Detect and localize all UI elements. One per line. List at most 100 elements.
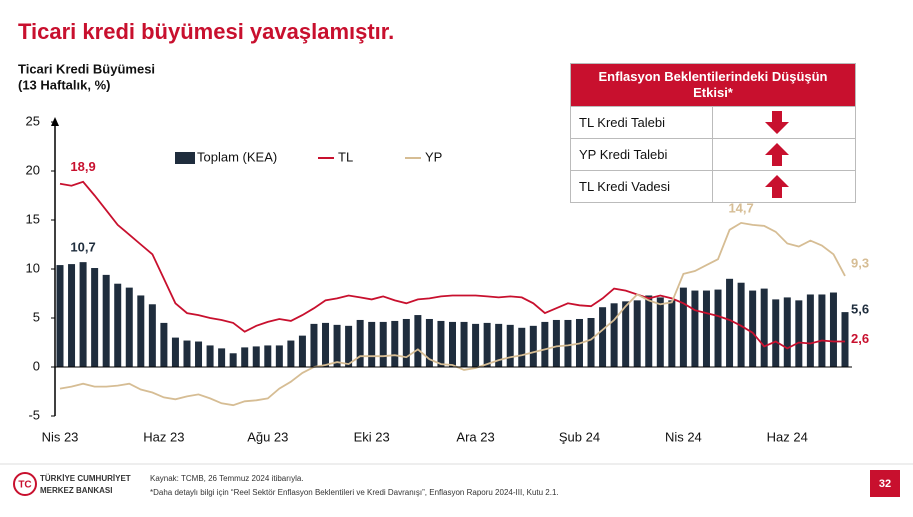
bar — [610, 303, 618, 367]
bar — [449, 321, 456, 367]
bar — [622, 301, 630, 367]
bar — [656, 297, 664, 367]
page-box — [870, 470, 900, 497]
bar — [391, 320, 399, 367]
bar — [102, 274, 110, 367]
bar — [195, 341, 203, 367]
bar — [564, 319, 572, 367]
table-title: Enflasyon Beklentilerindeki Düşüşün Etki… — [571, 64, 855, 106]
bar — [518, 327, 526, 367]
data-label: 10,7 — [70, 240, 95, 255]
logo-text: MERKEZ BANKASI — [40, 486, 112, 495]
bar — [264, 345, 272, 367]
bar — [783, 297, 791, 367]
arrow-icon — [765, 143, 789, 166]
bar — [691, 290, 699, 367]
bar — [679, 287, 687, 367]
arrow — [765, 111, 789, 134]
legend-label: TL — [338, 149, 353, 164]
bar — [322, 322, 330, 367]
bar — [206, 345, 214, 367]
y-tick-label: 0 — [33, 358, 40, 373]
logo: TC — [13, 472, 37, 496]
bar — [806, 294, 814, 367]
arrow-cell — [713, 171, 855, 202]
table-row: TL Kredi Talebi — [571, 106, 855, 138]
bar — [841, 312, 849, 367]
bar — [460, 321, 468, 367]
row-label: TL Kredi Vadesi — [571, 171, 713, 202]
bar — [795, 300, 803, 367]
data-label: 5,6 — [851, 302, 869, 317]
bar — [137, 295, 145, 367]
bar — [345, 325, 353, 367]
bar — [241, 347, 249, 367]
bar — [552, 319, 560, 367]
x-tick-label: Nis 24 — [665, 429, 702, 444]
effect-table: Enflasyon Beklentilerindeki Düşüşün Etki… — [570, 63, 856, 203]
bar — [495, 323, 503, 367]
y-tick-label: 20 — [26, 162, 40, 177]
arrow-cell — [713, 107, 855, 138]
bar — [425, 318, 433, 367]
y-tick-label: 10 — [26, 260, 40, 275]
bar — [91, 268, 99, 367]
bar — [760, 288, 768, 367]
bar — [171, 337, 179, 367]
bar — [368, 321, 376, 367]
data-label: 2,6 — [851, 331, 869, 346]
x-tick-label: Ara 23 — [456, 429, 494, 444]
bar — [599, 307, 607, 367]
y-tick-label: 15 — [26, 211, 40, 226]
bar — [529, 325, 537, 367]
bar — [68, 264, 76, 367]
bar — [483, 322, 491, 367]
bar — [183, 340, 191, 367]
x-tick-label: Haz 24 — [767, 429, 808, 444]
arrow — [765, 143, 789, 166]
row-label: YP Kredi Talebi — [571, 139, 713, 170]
data-label: 14,7 — [728, 200, 753, 215]
bar — [702, 290, 710, 367]
y-tick-label: -5 — [28, 407, 40, 422]
bar — [114, 283, 122, 367]
bar — [148, 304, 156, 367]
svg-text:TC: TC — [18, 480, 31, 491]
source: Kaynak: TCMB, 26 Temmuz 2024 itibarıyla. — [150, 474, 304, 483]
bar — [379, 321, 387, 367]
bar — [333, 324, 341, 367]
bar — [310, 323, 318, 367]
bar — [287, 340, 295, 367]
bar — [749, 290, 757, 367]
bar — [160, 322, 168, 367]
table-row: TL Kredi Vadesi — [571, 170, 855, 202]
arrow — [765, 175, 789, 198]
bar — [275, 345, 283, 367]
legend-label: YP — [425, 149, 442, 164]
page-number: 32 — [879, 478, 891, 490]
table-row: YP Kredi Talebi — [571, 138, 855, 170]
x-tick-label: Nis 23 — [42, 429, 79, 444]
note: *Daha detaylı bilgi için “Reel Sektör En… — [150, 488, 559, 497]
bar — [402, 318, 410, 367]
bar — [472, 323, 480, 367]
arrow-icon — [765, 111, 789, 134]
data-label: 9,3 — [851, 255, 869, 270]
x-tick-label: Şub 24 — [559, 429, 600, 444]
bar — [252, 346, 260, 367]
line — [59, 180, 845, 350]
legend-swatch — [175, 152, 195, 164]
bar — [633, 300, 641, 367]
bar — [218, 348, 226, 367]
bar — [356, 319, 364, 367]
bar — [726, 278, 734, 367]
x-tick-label: Eki 23 — [354, 429, 390, 444]
bar — [437, 320, 445, 367]
data-label: 18,9 — [70, 159, 95, 174]
bar — [414, 315, 422, 367]
bar — [645, 295, 653, 367]
bar — [829, 292, 837, 367]
bar — [125, 287, 133, 367]
legend-label: Toplam (KEA) — [197, 149, 277, 164]
